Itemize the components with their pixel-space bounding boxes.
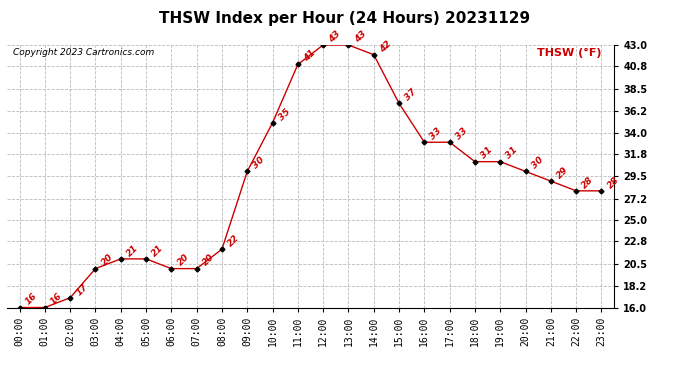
Text: 37: 37 [403,87,418,102]
Text: THSW (°F): THSW (°F) [538,48,602,58]
Text: 21: 21 [150,243,166,258]
Text: 35: 35 [277,107,292,122]
Text: 41: 41 [302,48,317,64]
Text: 33: 33 [454,126,469,141]
Text: 43: 43 [353,29,368,44]
Text: 31: 31 [504,146,520,161]
Text: 29: 29 [555,165,570,180]
Text: 31: 31 [479,146,494,161]
Text: 43: 43 [327,29,342,44]
Text: 28: 28 [606,175,621,190]
Text: 33: 33 [428,126,444,141]
Text: 20: 20 [175,253,190,268]
Text: Copyright 2023 Cartronics.com: Copyright 2023 Cartronics.com [13,48,155,57]
Text: 21: 21 [125,243,140,258]
Text: 30: 30 [530,155,545,171]
Text: 20: 20 [99,253,115,268]
Text: 28: 28 [580,175,595,190]
Text: 42: 42 [378,39,393,54]
Text: THSW Index per Hour (24 Hours) 20231129: THSW Index per Hour (24 Hours) 20231129 [159,11,531,26]
Text: 22: 22 [226,233,242,248]
Text: 16: 16 [49,291,64,307]
Text: 16: 16 [23,291,39,307]
Text: 17: 17 [75,282,90,297]
Text: 30: 30 [251,155,266,171]
Text: 20: 20 [201,253,216,268]
